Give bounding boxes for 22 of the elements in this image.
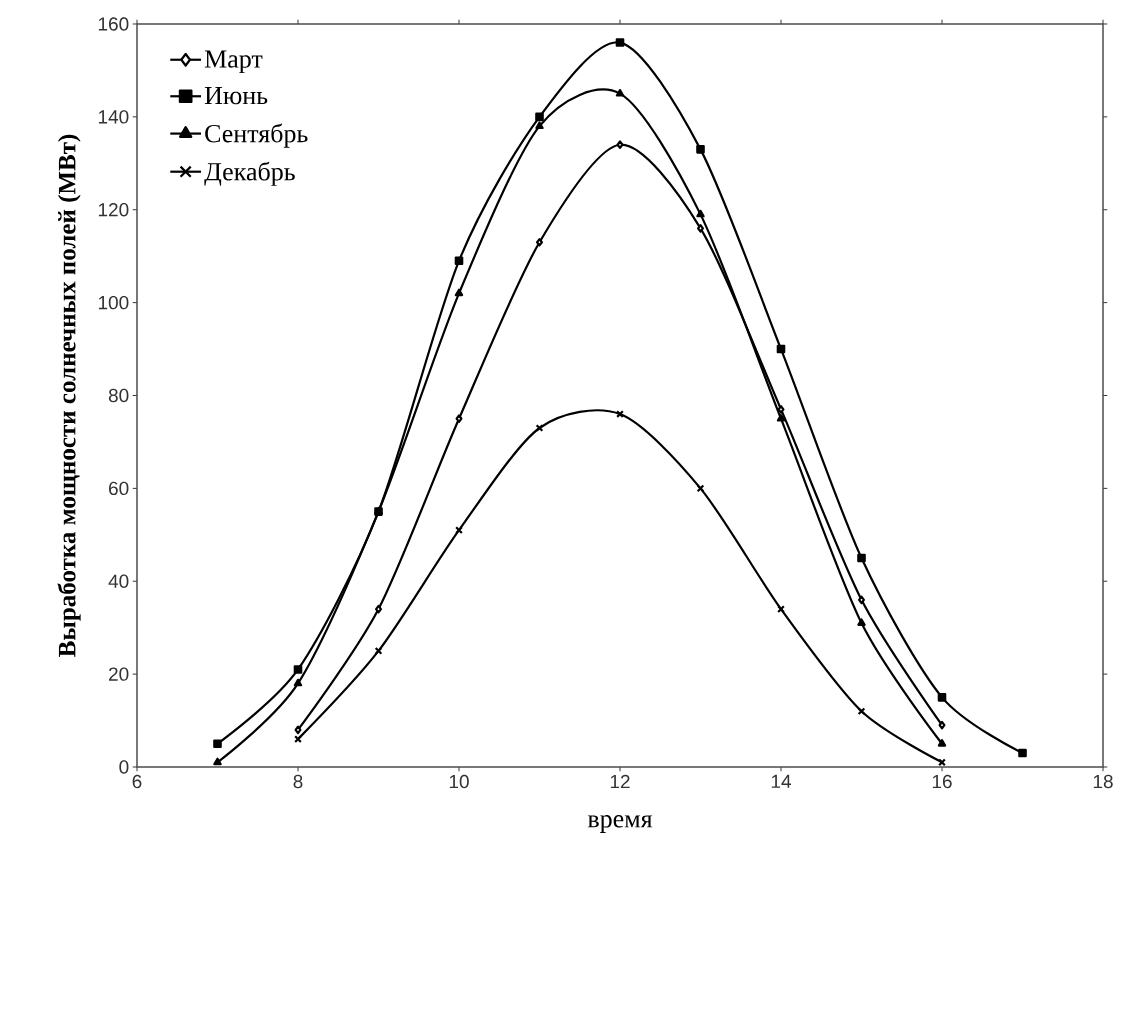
y-tick-label: 100: [98, 295, 129, 310]
y-tick-label: 120: [98, 203, 129, 217]
y-tick-label: 40: [108, 574, 129, 588]
y-tick-label: 160: [98, 17, 129, 31]
legend-label: Июнь: [204, 87, 268, 105]
y-tick-label: 20: [109, 667, 129, 681]
x-tick-label: 14: [771, 774, 791, 788]
x-tick-label: 8: [293, 774, 303, 789]
y-tick-label: 60: [109, 481, 129, 496]
y-tick-label: 80: [108, 388, 129, 403]
x-tick-label: 16: [932, 774, 952, 789]
x-tick-label: 12: [610, 774, 630, 789]
legend-label: Декабрь: [204, 161, 295, 186]
x-tick-label: 6: [132, 774, 142, 789]
x-tick-label: 18: [1093, 774, 1113, 789]
y-tick-label: 0: [119, 760, 129, 774]
x-tick-label: 10: [449, 774, 469, 789]
legend-label: Сентябрь: [205, 123, 308, 148]
y-tick-label: 140: [98, 110, 129, 124]
legend-label: Март: [204, 50, 263, 74]
x-axis-title: время: [587, 815, 653, 833]
y-axis-title: Выработка мощности солнечных полей (МВт): [57, 134, 81, 657]
